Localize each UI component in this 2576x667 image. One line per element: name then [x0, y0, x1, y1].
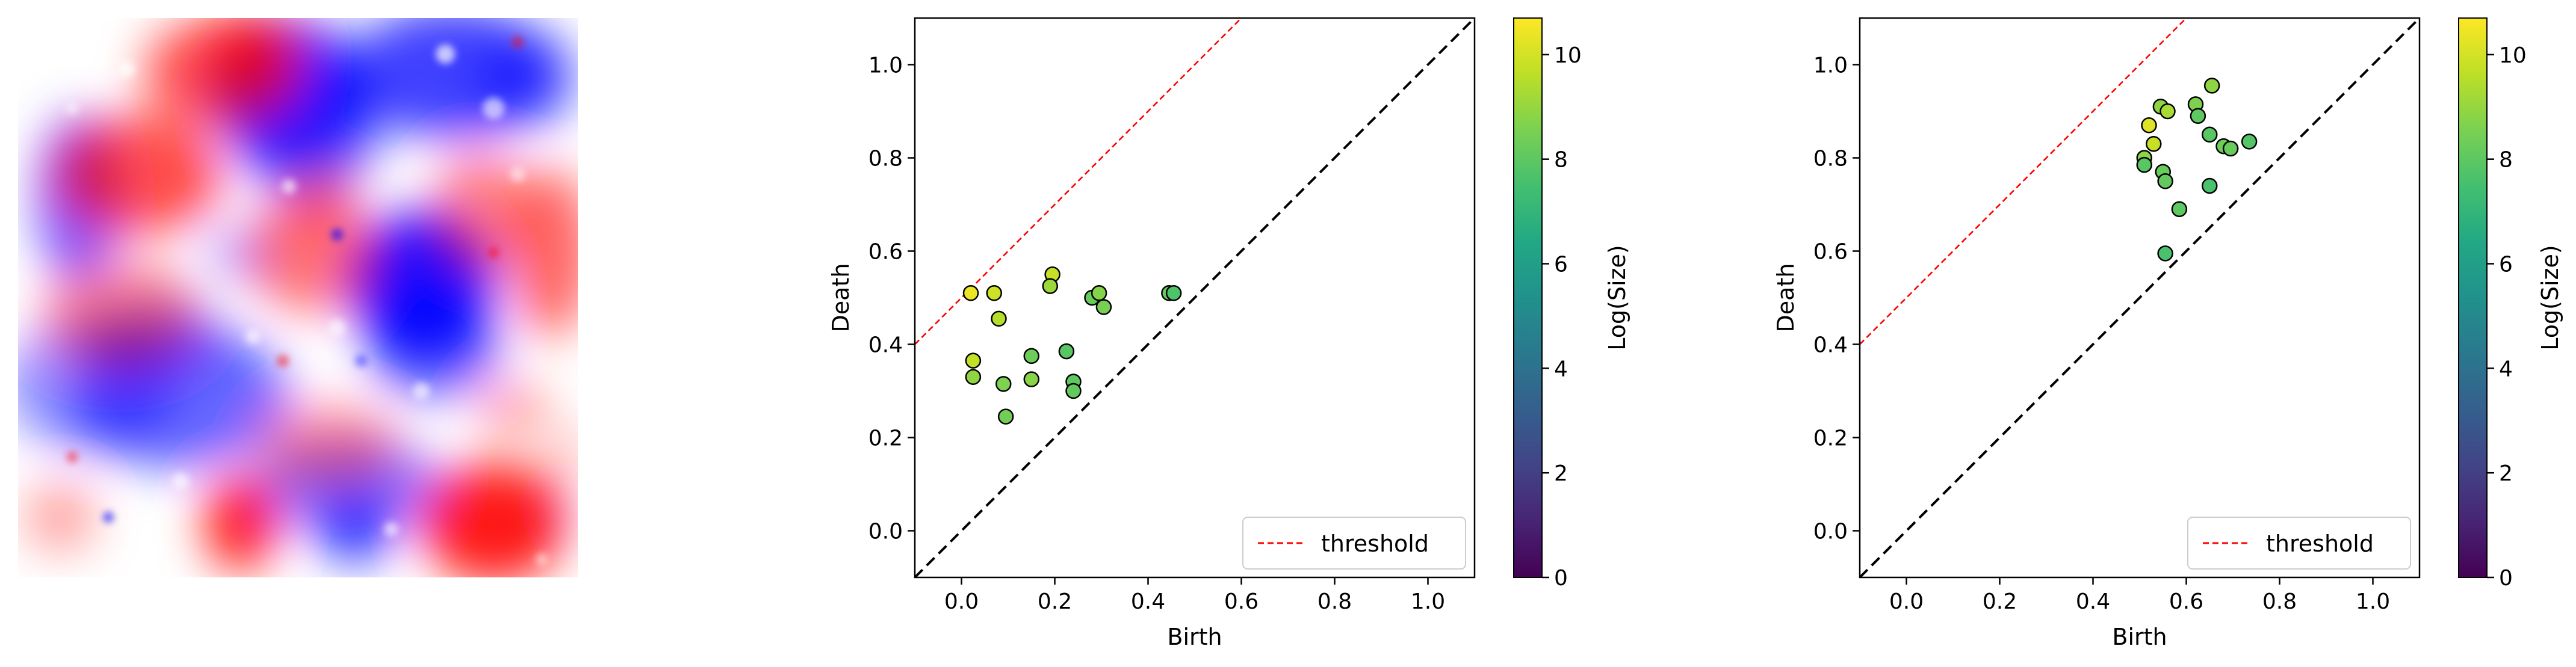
x-tick-label: 0.2	[1983, 589, 2017, 614]
colorbar-tick-label: 10	[1554, 43, 1582, 68]
legend: threshold	[1242, 517, 1466, 570]
colorbar-tick-label: 2	[1554, 461, 1568, 486]
scatter-point	[1058, 343, 1075, 360]
scatter-point	[986, 285, 1002, 301]
colorbar-tick-label: 10	[2499, 43, 2527, 68]
x-tick-label: 0.0	[944, 589, 979, 614]
colorbar-label: Log(Size)	[2537, 245, 2563, 351]
colorbar-tick-label: 4	[2499, 357, 2513, 381]
y-tick-label: 0.6	[868, 240, 903, 265]
scatter-point	[2171, 201, 2188, 217]
scatter-point	[2157, 245, 2173, 262]
y-tick-label: 0.8	[1813, 147, 1848, 171]
scatter-point	[2203, 78, 2220, 94]
colorbar-tick-label: 4	[1554, 357, 1568, 381]
threshold-line	[915, 18, 1243, 345]
y-tick-label: 1.0	[1813, 54, 1848, 78]
scatter-point	[1042, 278, 1058, 294]
x-tick-label: 0.2	[1038, 589, 1072, 614]
y-tick-label: 0.0	[868, 520, 903, 544]
scatter-point	[1023, 371, 1039, 387]
plot-frame	[1859, 17, 2421, 579]
x-tick-label: 0.6	[1224, 589, 1259, 614]
y-axis-label: Death	[828, 263, 854, 333]
colorbar-tick-label: 8	[2499, 148, 2513, 173]
scatter-point	[2202, 126, 2218, 143]
colorbar-tick-label: 8	[1554, 148, 1568, 173]
scatter-point	[2157, 173, 2173, 189]
scatter-point	[2241, 134, 2258, 150]
y-axis-label: Death	[1773, 263, 1799, 333]
x-tick-label: 0.8	[1317, 589, 1352, 614]
scatter-point	[1065, 383, 1082, 399]
legend-threshold-label: threshold	[1321, 530, 1429, 557]
scatter-point	[1023, 348, 1039, 364]
legend: threshold	[2187, 517, 2411, 570]
colorbar-label: Log(Size)	[1604, 245, 1630, 351]
scatter-point	[1165, 285, 1182, 301]
x-tick-label: 0.8	[2262, 589, 2297, 614]
scatter-point	[1095, 299, 1112, 315]
diagonal-line	[915, 18, 1475, 577]
y-tick-label: 0.2	[868, 426, 903, 451]
persistence-diagram-1: 0.0 0.2 0.4 0.6 0.8 1.0 0.0 0.2 0.4 0.6 0.8 1.0 Bir…	[828, 17, 1630, 650]
y-tick-label: 1.0	[868, 54, 903, 78]
colorbar: 0 2 4 6 8 10 Log(Size)	[2458, 17, 2563, 591]
colorbar-tick-label: 2	[2499, 461, 2513, 486]
scatter-point	[1091, 285, 1107, 301]
y-tick-label: 0.2	[1813, 426, 1848, 451]
scatter-point	[997, 408, 1014, 425]
scatter-point	[2136, 156, 2152, 173]
y-tick-label: 0.6	[1813, 240, 1848, 265]
scatter-point	[2160, 103, 2176, 120]
x-tick-label: 0.0	[1889, 589, 1924, 614]
scatter-point	[2146, 136, 2162, 152]
threshold-line	[1860, 18, 2188, 345]
legend-threshold-label: threshold	[2266, 530, 2374, 557]
scatter-point	[962, 285, 979, 301]
x-tick-label: 1.0	[1411, 589, 1445, 614]
scatter-point	[2222, 140, 2239, 157]
colorbar-tick-label: 0	[1554, 566, 1568, 591]
y-tick-label: 0.8	[868, 147, 903, 171]
x-axis-label: Birth	[2112, 624, 2167, 650]
x-tick-label: 0.4	[1131, 589, 1165, 614]
scatter-point	[965, 352, 982, 369]
random-field-image	[18, 18, 578, 577]
scatter-point	[2141, 117, 2157, 134]
colorbar: 0 2 4 6 8 10 Log(Size)	[1513, 17, 1630, 591]
colorbar-tick-label: 0	[2499, 566, 2513, 591]
y-tick-label: 0.4	[868, 333, 903, 358]
x-tick-label: 0.4	[2076, 589, 2110, 614]
scatter-point	[2202, 177, 2218, 194]
diagonal-line	[1860, 18, 2420, 577]
persistence-diagram-2: 0.0 0.2 0.4 0.6 0.8 1.0 0.0 0.2 0.4 0.6 0.8 1.0 Bir…	[1773, 17, 2563, 650]
y-tick-label: 0.4	[1813, 333, 1848, 358]
scatter-point	[2190, 108, 2206, 124]
scatter-point	[965, 369, 982, 385]
plot-frame	[914, 17, 1476, 579]
scatter-point	[991, 310, 1007, 327]
colorbar-tick-label: 6	[2499, 253, 2513, 277]
y-tick-label: 0.0	[1813, 520, 1848, 544]
x-tick-label: 0.6	[2169, 589, 2203, 614]
scatter-point	[995, 376, 1012, 392]
x-tick-label: 1.0	[2356, 589, 2390, 614]
colorbar-tick-label: 6	[1554, 253, 1568, 277]
x-axis-label: Birth	[1167, 624, 1222, 650]
